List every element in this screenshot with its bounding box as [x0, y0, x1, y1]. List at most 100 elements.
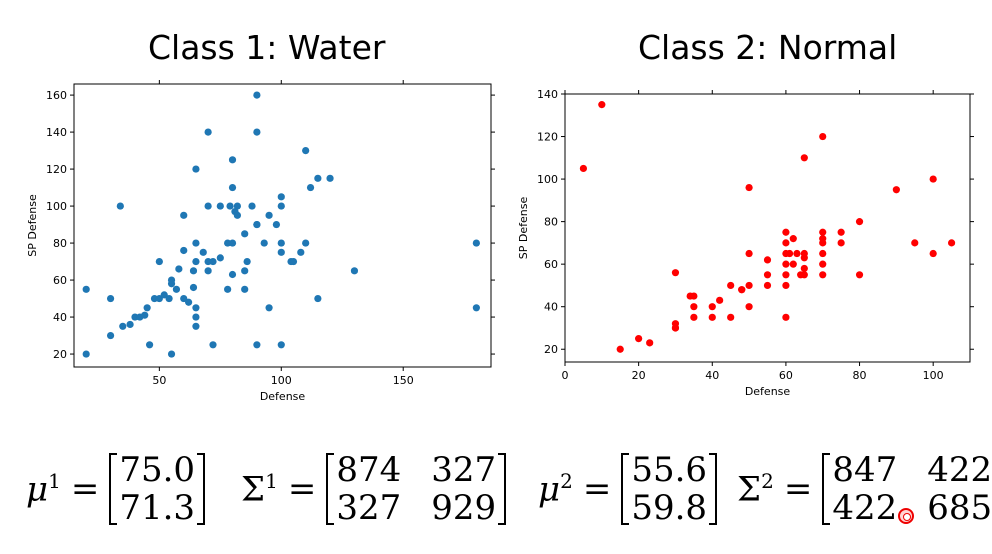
data-point	[167, 276, 176, 284]
data-point	[233, 202, 241, 210]
cov-value: 874	[336, 450, 402, 490]
data-point	[172, 285, 181, 293]
data-point	[192, 239, 200, 247]
data-point	[892, 186, 900, 194]
data-point	[616, 345, 624, 353]
data-point	[297, 248, 305, 256]
data-point	[228, 156, 237, 164]
data-point	[763, 256, 772, 264]
data-point	[192, 322, 200, 330]
mean-value: 71.3	[119, 488, 196, 528]
x-tick-label: 50	[152, 374, 166, 387]
data-point	[302, 146, 310, 155]
data-point	[265, 211, 273, 219]
data-point	[126, 320, 134, 329]
data-point	[598, 101, 606, 109]
data-point	[192, 313, 200, 321]
y-tick-label: 80	[544, 216, 558, 229]
cov-value: 422	[927, 450, 992, 490]
data-point	[265, 304, 273, 312]
data-point	[141, 311, 149, 319]
data-point	[228, 239, 237, 247]
data-point	[800, 264, 808, 273]
data-point	[106, 294, 115, 303]
data-point	[106, 331, 115, 340]
mean-symbol: μ2	[538, 468, 573, 510]
covariance-symbol: Σ2	[737, 468, 774, 510]
data-point	[233, 211, 241, 219]
x-axis-label: Defense	[260, 390, 306, 403]
data-point	[837, 239, 845, 247]
data-point	[189, 267, 198, 275]
data-point	[82, 285, 90, 293]
data-point	[314, 174, 322, 182]
data-point	[837, 228, 845, 236]
data-point	[167, 350, 176, 358]
mean-symbol: μ1	[26, 468, 61, 510]
data-point	[819, 260, 827, 268]
mean-vector: 55.6 59.8	[621, 450, 718, 528]
data-point	[929, 175, 937, 183]
x-tick-label: 60	[779, 369, 793, 382]
data-point	[326, 174, 334, 182]
x-tick-label: 100	[271, 374, 292, 387]
data-point	[782, 239, 790, 247]
y-tick-label: 40	[53, 311, 67, 324]
data-point	[708, 313, 716, 321]
y-tick-label: 40	[544, 301, 558, 314]
data-point	[253, 220, 261, 229]
data-point	[855, 271, 864, 279]
data-point	[116, 202, 124, 210]
data-point	[646, 339, 654, 347]
data-point	[180, 211, 188, 219]
covariance-matrix: 847 422 422 685	[822, 453, 992, 525]
data-point	[277, 341, 285, 349]
data-point	[241, 267, 249, 275]
data-point	[800, 271, 808, 279]
data-point	[260, 239, 268, 247]
data-point	[209, 341, 217, 349]
data-point	[155, 257, 163, 266]
data-point	[241, 285, 249, 293]
data-point	[199, 248, 207, 256]
y-tick-label: 160	[46, 89, 67, 102]
data-point	[785, 249, 794, 258]
data-point	[277, 248, 285, 256]
data-point	[745, 249, 753, 258]
data-point	[745, 183, 753, 192]
mean-value: 59.8	[631, 488, 708, 528]
data-point	[228, 270, 237, 279]
cov-value: 847	[832, 450, 898, 490]
scatter-charts: 50 100 150 20 40 60 80 100 120 140 160 Defense SP De…	[26, 80, 974, 403]
data-point	[782, 281, 790, 290]
data-point	[819, 235, 827, 243]
data-point	[690, 303, 698, 311]
data-point	[800, 154, 808, 162]
x-tick-label: 100	[923, 369, 944, 382]
x-tick-label: 20	[632, 369, 646, 382]
data-point	[690, 313, 698, 321]
data-point	[143, 304, 151, 312]
data-point	[819, 228, 827, 236]
scatter-chart-normal: 0 20 40 60 80 100 20 40 60 80 100 120 140 Defense SP D…	[517, 88, 974, 398]
data-point	[253, 341, 261, 349]
data-point	[160, 291, 168, 299]
scatter-chart-water: 50 100 150 20 40 60 80 100 120 140 160 Defense SP De…	[26, 80, 495, 403]
data-point	[708, 303, 716, 311]
equals-sign: =	[287, 469, 317, 509]
data-point	[782, 228, 790, 236]
data-point	[204, 202, 212, 210]
data-point	[763, 281, 772, 290]
data-point	[793, 249, 801, 258]
mean-value: 55.6	[631, 450, 708, 490]
data-point	[800, 249, 808, 258]
plot-frame	[564, 93, 971, 363]
data-point	[192, 257, 200, 266]
data-point	[185, 298, 193, 306]
data-point	[671, 324, 680, 332]
y-tick-label: 140	[537, 88, 558, 101]
data-point	[763, 271, 772, 279]
data-point	[314, 294, 322, 303]
data-point	[579, 164, 588, 173]
data-point	[635, 335, 643, 343]
